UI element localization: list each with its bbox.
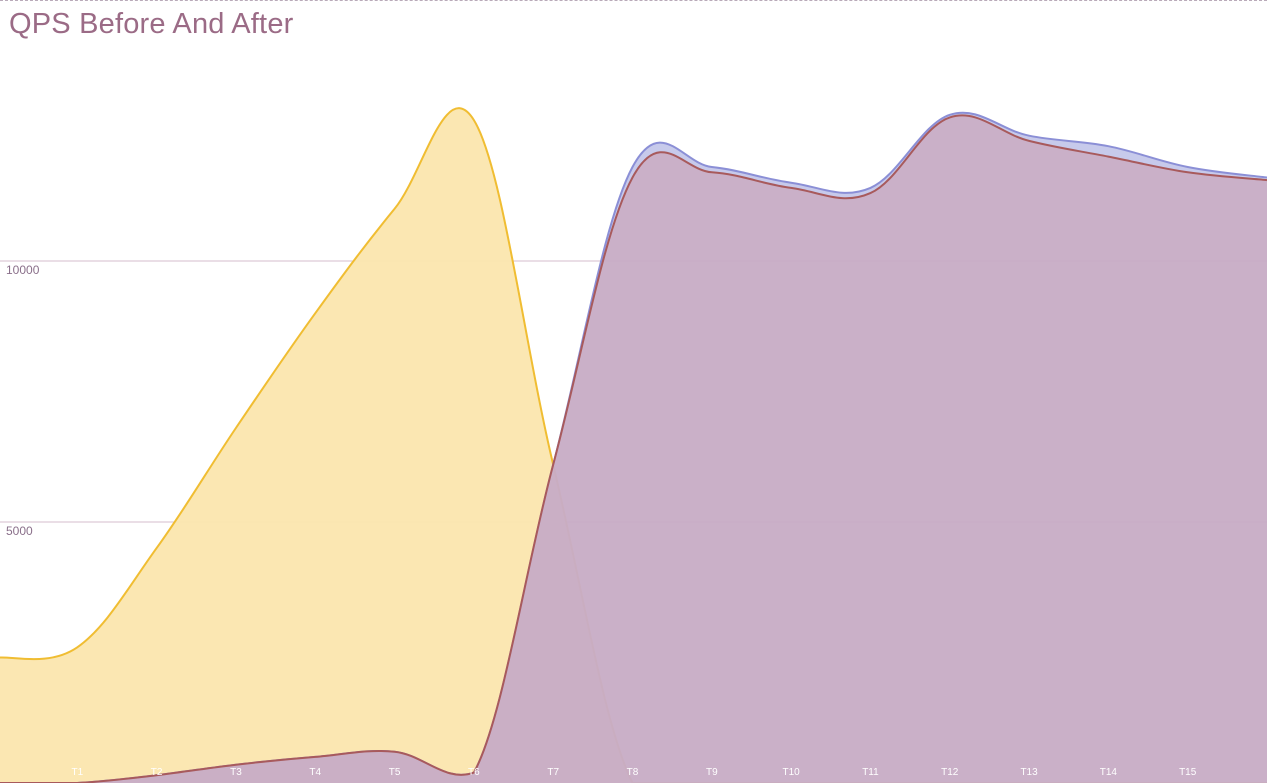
x-tick-label-t7: T7 — [547, 767, 559, 778]
series-areas — [0, 107, 1267, 783]
y-tick-label-10000: 10000 — [6, 263, 40, 277]
x-tick-label-t5: T5 — [389, 767, 401, 778]
x-tick-label-t15: T15 — [1179, 767, 1197, 778]
x-tick-label-t4: T4 — [309, 767, 321, 778]
x-tick-label-t13: T13 — [1020, 767, 1038, 778]
x-tick-label-t3: T3 — [230, 767, 242, 778]
x-tick-label-t2: T2 — [151, 767, 163, 778]
y-tick-label-5000: 5000 — [6, 524, 33, 538]
x-tick-label-t11: T11 — [862, 767, 879, 778]
x-tick-label-t9: T9 — [706, 767, 718, 778]
x-tick-label-t6: T6 — [468, 767, 480, 778]
series-3-line — [0, 114, 1267, 783]
chart-title: QPS Before And After — [9, 8, 294, 40]
y-axis-ticks: 5000 10000 — [6, 263, 40, 538]
top-border-line — [0, 0, 1267, 1]
x-tick-label-t12: T12 — [941, 767, 959, 778]
x-tick-label-t8: T8 — [627, 767, 639, 778]
x-tick-label-t10: T10 — [783, 767, 801, 778]
x-tick-label-t14: T14 — [1100, 767, 1118, 778]
x-tick-label-t1: T1 — [71, 767, 83, 778]
x-axis-ticks: T1 T2 T3 T4 T5 T6 T7 T8 T9 T10 T11 T12 T13 T14 T15 — [71, 767, 1196, 778]
series-1-area — [0, 108, 1267, 783]
series-3-area — [0, 115, 1267, 783]
